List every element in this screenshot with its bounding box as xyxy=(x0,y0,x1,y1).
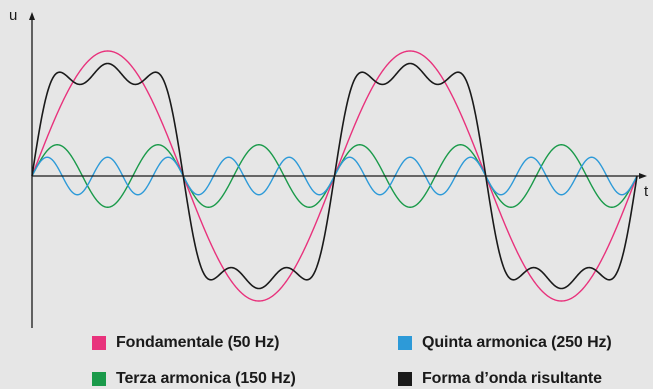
legend-item-fundamental: Fondamentale (50 Hz) xyxy=(92,334,279,352)
legend-swatch-fifth-harmonic xyxy=(398,336,412,350)
legend-label-fifth-harmonic: Quinta armonica (250 Hz) xyxy=(422,334,612,351)
x-axis-arrow xyxy=(639,173,647,179)
legend-item-resultant: Forma d’onda risultante xyxy=(398,370,602,388)
legend-item-fifth-harmonic: Quinta armonica (250 Hz) xyxy=(398,334,612,352)
x-axis-label: t xyxy=(644,183,649,200)
legend-swatch-resultant xyxy=(398,372,412,386)
legend-label-resultant: Forma d’onda risultante xyxy=(422,370,602,387)
legend-swatch-third-harmonic xyxy=(92,372,106,386)
y-axis-label: u xyxy=(9,7,17,24)
legend-label-fundamental: Fondamentale (50 Hz) xyxy=(116,334,280,351)
chart-axes: u t xyxy=(9,7,649,328)
waveform-chart: u t xyxy=(9,7,649,328)
y-axis-arrow xyxy=(29,12,35,20)
legend-swatch-fundamental xyxy=(92,336,106,350)
legend-label-third-harmonic: Terza armonica (150 Hz) xyxy=(116,370,296,387)
legend-item-third-harmonic: Terza armonica (150 Hz) xyxy=(92,370,296,388)
